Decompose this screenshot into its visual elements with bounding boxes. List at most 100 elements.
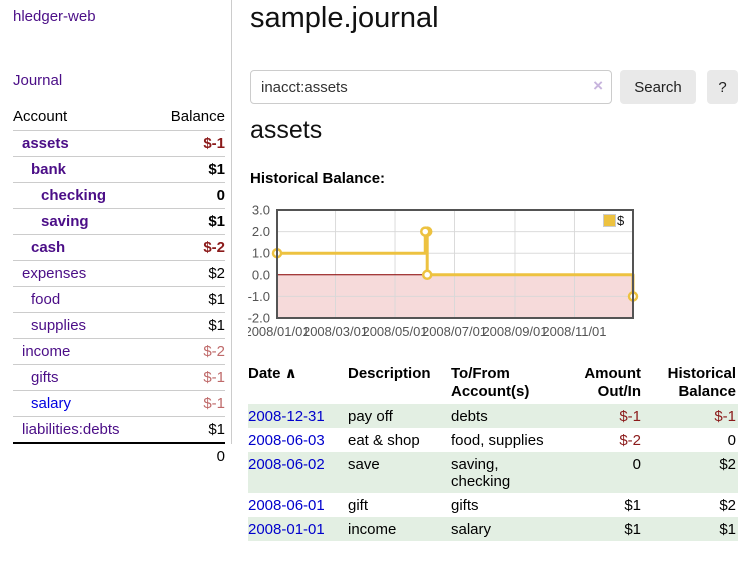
account-row: food $1 <box>13 286 225 312</box>
app-title-link[interactable]: hledger-web <box>13 8 96 25</box>
account-row: bank $1 <box>13 156 225 182</box>
transaction-accounts: food, supplies <box>451 432 544 449</box>
sidebar-account-bank[interactable]: bank <box>31 161 67 178</box>
transaction-date-link[interactable]: 2008-06-02 <box>248 456 325 473</box>
account-row: gifts $-1 <box>13 364 225 390</box>
total-balance: 0 <box>216 448 225 465</box>
account-row: supplies $1 <box>13 312 225 338</box>
account-row: liabilities:debts $1 <box>13 416 225 442</box>
sidebar-account-gifts[interactable]: gifts <box>31 369 59 386</box>
register-row: 2008-01-01 income salary $1 $1 <box>248 517 738 541</box>
sidebar-account-liabilities-debts[interactable]: liabilities:debts <box>22 421 120 438</box>
transaction-date-link[interactable]: 2008-01-01 <box>248 521 325 538</box>
account-row: salary $-1 <box>13 390 225 416</box>
account-balance: $1 <box>208 161 225 178</box>
chart-legend: $ <box>603 213 624 228</box>
sidebar-account-food[interactable]: food <box>31 291 61 308</box>
transaction-date-link[interactable]: 2008-06-01 <box>248 497 325 514</box>
svg-text:1.0: 1.0 <box>252 246 270 261</box>
transaction-amount: $1 <box>624 497 641 514</box>
svg-text:2008/11/01: 2008/11/01 <box>542 324 606 339</box>
account-table-body: assets $-1 bank $1 checking 0 saving $1 cash $-2 e… <box>13 130 225 442</box>
transaction-description: pay off <box>348 408 393 425</box>
sort-ascending-icon[interactable]: ∧ <box>280 365 297 382</box>
sidebar-account-checking[interactable]: checking <box>41 187 107 204</box>
transaction-amount: $-1 <box>619 408 641 425</box>
account-balance: $2 <box>208 265 225 282</box>
account-balance: $-1 <box>203 135 225 152</box>
register-row: 2008-06-02 save saving, checking 0 $2 <box>248 452 738 493</box>
page-title: sample.journal <box>250 2 439 34</box>
svg-text:2.0: 2.0 <box>252 224 270 239</box>
clear-search-icon[interactable]: × <box>593 76 603 95</box>
svg-text:2008/01/01: 2008/01/01 <box>248 324 310 339</box>
svg-text:3.0: 3.0 <box>252 203 270 218</box>
transaction-description: gift <box>348 497 369 514</box>
register-row: 2008-06-01 gift gifts $1 $2 <box>248 493 738 517</box>
transaction-accounts: debts <box>451 408 488 425</box>
transaction-amount: 0 <box>632 456 641 473</box>
sidebar: hledger-web Journal Account Balance asse… <box>0 0 232 465</box>
account-balance: $-1 <box>203 369 225 386</box>
transaction-description: eat & shop <box>348 432 420 449</box>
register-row: 2008-06-03 eat & shop food, supplies $-2 0 <box>248 428 738 452</box>
register-row: 2008-12-31 pay off debts $-1 $-1 <box>248 404 738 428</box>
register-column-header: Historical Balance <box>667 365 736 400</box>
account-balance: $-2 <box>203 239 225 256</box>
account-balance: $1 <box>208 421 225 438</box>
account-column-header: Account <box>13 108 68 125</box>
sidebar-account-cash[interactable]: cash <box>31 239 66 256</box>
transaction-balance: $1 <box>719 521 736 538</box>
transaction-amount: $-2 <box>619 432 641 449</box>
transaction-balance: 0 <box>727 432 736 449</box>
legend-series-label: $ <box>617 213 625 228</box>
account-row: cash $-2 <box>13 234 225 260</box>
help-button[interactable]: ? <box>707 70 738 104</box>
balance-column-header: Balance <box>170 108 225 125</box>
svg-text:-2.0: -2.0 <box>248 311 270 326</box>
transaction-description: save <box>348 456 380 473</box>
register-table: Date ∧ Description To/From Account(s) Amount… <box>248 364 738 541</box>
account-balance: $-2 <box>203 343 225 360</box>
transaction-date-link[interactable]: 2008-12-31 <box>248 408 325 425</box>
transaction-date-link[interactable]: 2008-06-03 <box>248 432 325 449</box>
account-balance: $1 <box>208 317 225 334</box>
sidebar-account-salary[interactable]: salary <box>31 395 72 412</box>
transaction-amount: $1 <box>624 521 641 538</box>
transaction-balance: $2 <box>719 456 736 473</box>
account-row: saving $1 <box>13 208 225 234</box>
chart-title: Historical Balance: <box>250 170 386 187</box>
sidebar-account-assets[interactable]: assets <box>22 135 69 152</box>
search-button[interactable]: Search <box>620 70 696 104</box>
svg-text:2008/05/01: 2008/05/01 <box>362 324 427 339</box>
sidebar-item-journal[interactable]: Journal <box>13 72 63 89</box>
search-input[interactable] <box>250 70 612 104</box>
search-input-wrap: × <box>250 70 612 104</box>
account-heading: assets <box>250 116 323 144</box>
svg-text:2008/09/01: 2008/09/01 <box>482 324 547 339</box>
transaction-balance: $-1 <box>714 408 736 425</box>
sidebar-account-expenses[interactable]: expenses <box>22 265 87 282</box>
register-table-head: Date ∧ Description To/From Account(s) Amount… <box>248 364 738 404</box>
sidebar-account-saving[interactable]: saving <box>41 213 89 230</box>
register-table-body: 2008-12-31 pay off debts $-1 $-1 2008-06-03 ea… <box>248 404 738 541</box>
register-column-header: To/From Account(s) <box>451 365 530 400</box>
svg-text:0.0: 0.0 <box>252 267 270 282</box>
transaction-description: income <box>348 521 397 538</box>
transaction-accounts: gifts <box>451 497 479 514</box>
account-balance: $1 <box>208 291 225 308</box>
legend-swatch-icon <box>603 214 616 227</box>
account-table-header: Account Balance <box>13 104 225 130</box>
account-table: Account Balance assets $-1 bank $1 checking 0… <box>13 104 225 469</box>
account-row: income $-2 <box>13 338 225 364</box>
svg-text:2008/03/01: 2008/03/01 <box>303 324 368 339</box>
account-balance: 0 <box>216 187 225 204</box>
transaction-balance: $2 <box>719 497 736 514</box>
svg-text:2008/07/01: 2008/07/01 <box>422 324 487 339</box>
sidebar-account-income[interactable]: income <box>22 343 71 360</box>
account-row: assets $-1 <box>13 130 225 156</box>
sidebar-account-supplies[interactable]: supplies <box>31 317 87 334</box>
account-row: checking 0 <box>13 182 225 208</box>
register-column-header[interactable]: Date ∧ <box>248 365 297 382</box>
transaction-accounts: saving, checking <box>451 456 511 490</box>
